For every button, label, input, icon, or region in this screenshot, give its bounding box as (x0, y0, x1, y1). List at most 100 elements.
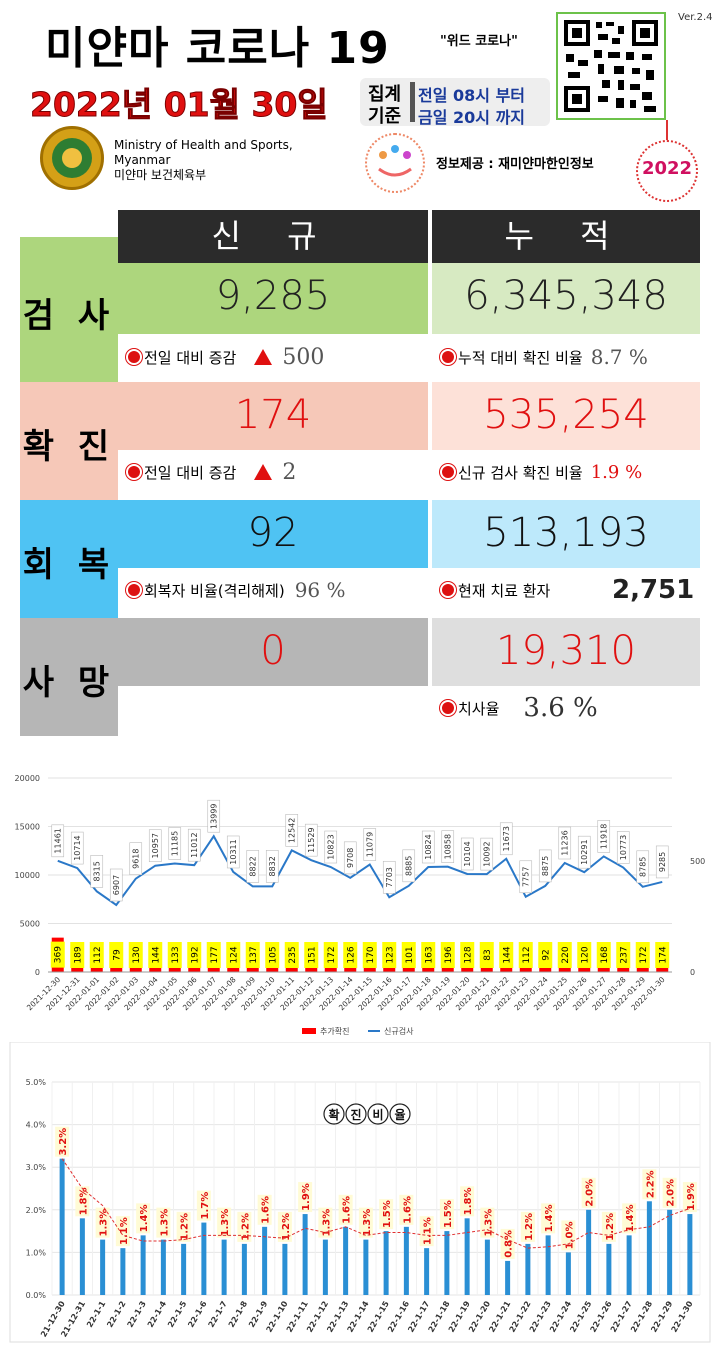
virus-icon (442, 584, 454, 596)
rate-bar (160, 1239, 166, 1295)
sub-right-label-tests: 누적 대비 확진 비율 (458, 348, 583, 367)
line-data-label: 10291 (580, 839, 589, 864)
column-header-total: 누 적 (432, 210, 700, 263)
rate-bar (181, 1243, 187, 1295)
bar-data-label: 123 (385, 946, 395, 963)
line-label-bg (655, 845, 669, 879)
rate-bar (525, 1243, 531, 1295)
increase-arrow-icon (254, 349, 273, 365)
bar-label-bg (128, 942, 143, 968)
rate-label-bg (460, 1186, 475, 1217)
line-label-bg (441, 830, 455, 863)
rate-label-bg (541, 1203, 556, 1234)
virus-icon (442, 702, 454, 714)
rate-label-bg (682, 1182, 697, 1213)
y-tick-label: 4.0% (26, 1121, 47, 1130)
recovery-rate-value: 96 % (294, 578, 346, 602)
bar-label-bg (284, 942, 299, 968)
rate-data-label: 1.4% (625, 1204, 636, 1232)
cell-new-bg-recovered (118, 500, 428, 568)
y-tick-label: 15000 (15, 823, 40, 832)
ministry-name: Ministry of Health and Sports, Myanmar 미… (114, 138, 293, 183)
aggregation-from: 전일 08시 부터 (418, 86, 526, 105)
bar-label-bg (499, 942, 514, 968)
legend-tests-label: 신규검사 (384, 1026, 414, 1036)
row-label-tests: 검 사 (22, 295, 116, 336)
line-data-label: 10092 (483, 841, 492, 866)
rate-bar (140, 1235, 146, 1295)
rate-data-label: 1.3% (321, 1209, 332, 1237)
title-circle (389, 1103, 411, 1125)
rate-data-label: 1.4% (544, 1204, 555, 1232)
rate-bar (545, 1235, 551, 1295)
bar-label-bg (616, 942, 631, 968)
bar-data-label: 172 (639, 946, 649, 963)
rate-label-bg (358, 1207, 373, 1238)
rate-data-label: 1.0% (564, 1222, 575, 1250)
trend-line (61, 1158, 691, 1249)
rate-bar (59, 1158, 65, 1295)
page-subtitle: "위드 코로나" (440, 34, 518, 49)
rate-data-label: 1.2% (240, 1213, 251, 1241)
rate-bar (79, 1218, 85, 1295)
rate-data-label: 1.8% (463, 1187, 474, 1215)
line-data-label: 11673 (502, 826, 511, 851)
bar-data-label: 144 (151, 946, 161, 963)
rate-data-label: 2.2% (645, 1170, 656, 1198)
chart-frame (9, 1042, 711, 1343)
value-new-deaths: 0 (260, 628, 286, 674)
y-tick-label: 5000 (20, 920, 40, 929)
cell-total-bg-confirmed (432, 382, 700, 450)
line-label-bg (382, 860, 396, 894)
bar-label-bg (635, 942, 650, 968)
rate-label-bg (399, 1194, 414, 1225)
bar-label-bg (50, 941, 65, 968)
year-2022-badge: 2022 (636, 140, 698, 202)
chart-title-char: 확 (328, 1107, 339, 1122)
y-tick-label: 20000 (15, 774, 40, 783)
rate-data-label: 1.3% (362, 1209, 373, 1237)
line-data-label: 10104 (463, 841, 472, 866)
bar-data-label: 79 (112, 949, 122, 961)
line-label-bg (402, 849, 416, 883)
row-label-bg-deaths (20, 618, 118, 736)
version-label: Ver.2.4 (678, 12, 713, 23)
rate-label-bg (196, 1190, 211, 1221)
row-label-bg-confirmed (20, 382, 118, 500)
bar-label-bg (206, 942, 221, 968)
rate-bar (505, 1260, 511, 1295)
line-label-bg (148, 829, 162, 863)
value-total-deaths: 19,310 (496, 628, 636, 674)
rate-data-label: 2.0% (666, 1179, 677, 1207)
bar-label-bg (323, 942, 338, 968)
line-data-label: 11529 (307, 827, 316, 852)
rate-label-bg (156, 1207, 171, 1238)
bar-label-bg (304, 942, 319, 968)
rate-data-label: 1.2% (605, 1213, 616, 1241)
bar-label-bg (343, 942, 358, 968)
bar-label-bg (655, 942, 670, 968)
bar-data-label: 235 (288, 946, 298, 963)
bar-label-bg (440, 942, 455, 968)
bar-label-bg (518, 942, 533, 968)
rate-label-bg (662, 1177, 677, 1208)
ministry-logo-icon (40, 126, 104, 190)
confirmed-bar (110, 964, 123, 972)
bar-label-bg (148, 942, 163, 968)
qr-code-icon[interactable] (556, 12, 666, 120)
rate-bar (383, 1231, 389, 1295)
bar-data-label: 133 (171, 946, 181, 963)
line-data-label: 8875 (541, 856, 550, 876)
rate-bar (646, 1201, 652, 1295)
line-label-bg (109, 868, 123, 902)
rate-label-bg (237, 1211, 252, 1242)
rate-data-label: 0.8% (504, 1230, 515, 1258)
row-label-confirmed: 확 진 (22, 427, 116, 467)
rate-bar (100, 1239, 106, 1295)
line-label-bg (597, 820, 611, 853)
right-y-tick-label: 0 (690, 968, 695, 977)
line-data-label: 8822 (249, 856, 258, 876)
rate-data-label: 1.2% (180, 1213, 191, 1241)
y-tick-label: 5.0% (26, 1078, 47, 1087)
rate-label-bg (115, 1216, 130, 1247)
